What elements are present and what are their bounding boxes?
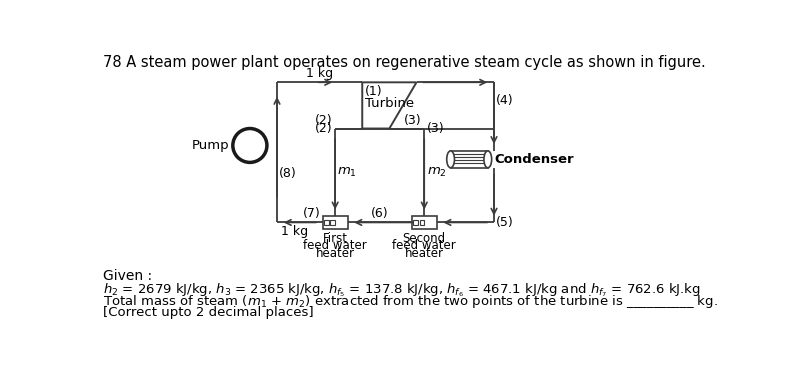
Text: heater: heater	[404, 247, 444, 260]
Text: Second: Second	[403, 232, 446, 245]
Text: 78 A steam power plant operates on regenerative steam cycle as shown in figure.: 78 A steam power plant operates on regen…	[103, 54, 705, 70]
Bar	[324, 220, 329, 225]
Text: (7): (7)	[303, 207, 321, 220]
Text: $m_2$: $m_2$	[427, 166, 446, 179]
Text: (2): (2)	[315, 114, 333, 127]
Text: Total mass of steam ($m_1$ + $m_2$) extracted from the two points of the turbine: Total mass of steam ($m_1$ + $m_2$) extr…	[103, 293, 717, 310]
Text: First: First	[322, 232, 348, 245]
Text: [Correct upto 2 decimal places]: [Correct upto 2 decimal places]	[103, 306, 314, 319]
Text: (4): (4)	[496, 94, 514, 107]
Bar	[419, 220, 424, 225]
Text: $h_2$ = 2679 kJ/kg, $h_3$ = 2365 kJ/kg, $h_{f_5}$ = 137.8 kJ/kg, $h_{f_6}$ = 467: $h_2$ = 2679 kJ/kg, $h_3$ = 2365 kJ/kg, …	[103, 281, 701, 299]
Text: (3): (3)	[427, 122, 444, 135]
Text: 1 kg: 1 kg	[281, 225, 308, 238]
Text: feed water: feed water	[303, 239, 367, 253]
Text: (5): (5)	[496, 216, 514, 229]
Text: Pump: Pump	[191, 139, 229, 152]
Text: 1 kg: 1 kg	[306, 67, 333, 80]
Ellipse shape	[484, 151, 491, 168]
Text: (3): (3)	[404, 114, 422, 127]
Bar	[330, 220, 335, 225]
Text: $m_1$: $m_1$	[337, 166, 357, 179]
Bar	[450, 151, 487, 168]
Text: Condenser: Condenser	[494, 153, 574, 166]
Bar	[323, 216, 348, 229]
Bar	[412, 216, 437, 229]
Text: (2): (2)	[315, 122, 333, 135]
Text: (6): (6)	[371, 207, 389, 220]
Text: (8): (8)	[280, 167, 297, 180]
Ellipse shape	[446, 151, 454, 168]
Text: heater: heater	[316, 247, 355, 260]
Text: Given :: Given :	[103, 269, 152, 283]
Bar	[413, 220, 418, 225]
Text: (1): (1)	[364, 85, 382, 98]
Text: feed water: feed water	[393, 239, 456, 253]
Text: Turbine: Turbine	[365, 98, 414, 110]
